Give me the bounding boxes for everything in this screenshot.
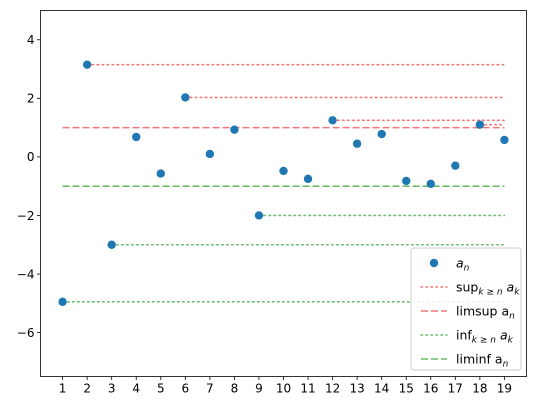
legend-box — [410, 247, 522, 371]
x-tick-label: 7 — [206, 382, 214, 396]
legend-marker — [429, 258, 439, 268]
x-tick-label: 13 — [349, 382, 364, 396]
y-tick-label: −2 — [17, 209, 35, 223]
data-point — [205, 149, 215, 159]
data-point — [352, 139, 362, 148]
legend-label: limsup an — [456, 304, 515, 322]
x-tick-label: 6 — [181, 382, 189, 396]
y-tick-label: 4 — [27, 33, 35, 47]
x-tick-label: 16 — [423, 382, 438, 396]
legend-label: liminf an — [456, 352, 509, 370]
x-tick-label: 9 — [255, 382, 263, 396]
y-tick-label: −6 — [17, 326, 35, 340]
data-point — [254, 211, 264, 220]
data-point — [156, 169, 165, 178]
data-point — [82, 60, 92, 69]
data-point — [303, 174, 313, 184]
points-layer — [58, 60, 509, 307]
data-point — [426, 179, 435, 189]
y-tick-label: −4 — [17, 267, 35, 281]
data-point — [107, 240, 116, 249]
x-tick-label: 5 — [157, 382, 165, 396]
legend: an supk ≥ n ak limsup an infk ≥ n ak liminf … — [410, 247, 522, 371]
x-tick-label: 15 — [399, 382, 414, 396]
data-point — [279, 166, 288, 176]
data-point — [500, 135, 509, 145]
data-point — [451, 161, 460, 170]
data-point — [328, 116, 337, 125]
x-tick-label: 14 — [374, 382, 389, 396]
data-point — [58, 297, 67, 307]
y-tick-label: 0 — [27, 150, 35, 164]
x-tick-label: 19 — [497, 382, 512, 396]
x-tick-label: 4 — [132, 382, 140, 396]
lines-layer — [61, 63, 506, 303]
x-tick-label: 18 — [472, 382, 487, 396]
data-point — [181, 93, 190, 102]
x-tick-label: 8 — [231, 382, 239, 396]
data-point — [132, 132, 141, 142]
legend-label: supk ≥ n ak — [456, 280, 520, 298]
data-point — [475, 120, 485, 129]
x-tick-label: 3 — [108, 382, 116, 396]
x-tick-label: 17 — [448, 382, 463, 396]
x-tick-label: 1 — [59, 382, 67, 396]
legend-label: infk ≥ n ak — [456, 328, 514, 346]
x-tick-label: 11 — [300, 382, 315, 396]
x-tick-label: 10 — [276, 382, 291, 396]
legend-label: an — [456, 256, 470, 274]
data-point — [402, 176, 411, 186]
data-point — [377, 129, 386, 139]
x-tick-label: 12 — [325, 382, 340, 396]
y-tick-label: 2 — [27, 92, 35, 106]
x-tick-label: 2 — [83, 382, 91, 396]
data-point — [230, 125, 239, 134]
